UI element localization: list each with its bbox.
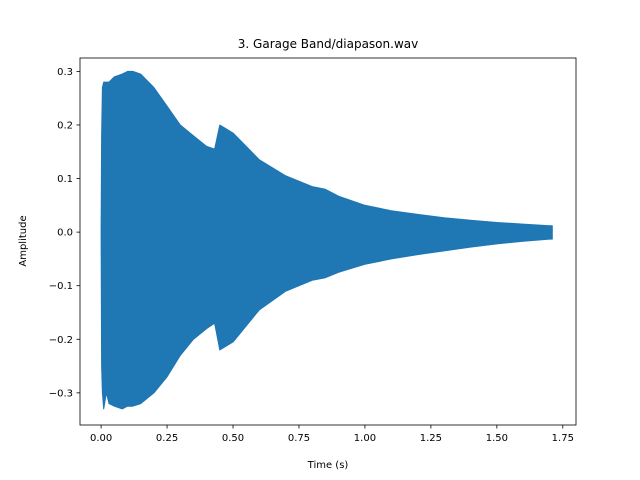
chart-title: 3. Garage Band/diapason.wav — [238, 37, 418, 51]
x-tick-label: 1.75 — [552, 433, 574, 444]
x-tick-label: 1.50 — [486, 433, 508, 444]
x-tick-label: 1.00 — [354, 433, 376, 444]
y-tick-label: 0.2 — [57, 120, 73, 131]
x-tick-label: 1.25 — [420, 433, 442, 444]
x-tick-label: 0.25 — [156, 433, 178, 444]
x-tick-label: 0.00 — [90, 433, 112, 444]
y-tick-label: 0.3 — [57, 67, 73, 78]
y-tick-label: −0.3 — [49, 388, 73, 399]
y-tick-label: −0.1 — [49, 281, 73, 292]
axes-frame — [79, 57, 577, 426]
waveform-series-0 — [100, 70, 553, 410]
x-axis-ticks: 0.00 0.25 0.50 0.75 1.00 1.25 1.50 1.75 — [90, 425, 574, 444]
x-axis-label: Time (s) — [307, 460, 349, 471]
y-axis-ticks: 0.3 0.2 0.1 0.0 −0.1 −0.2 −0.3 — [49, 67, 80, 399]
plot-area — [100, 70, 553, 410]
y-tick-label: −0.2 — [49, 335, 73, 346]
x-tick-label: 0.50 — [222, 433, 244, 444]
y-tick-label: 0.0 — [57, 228, 73, 239]
y-tick-label: 0.1 — [57, 174, 73, 185]
y-axis-label: Amplitude — [18, 215, 29, 266]
x-tick-label: 0.75 — [288, 433, 310, 444]
